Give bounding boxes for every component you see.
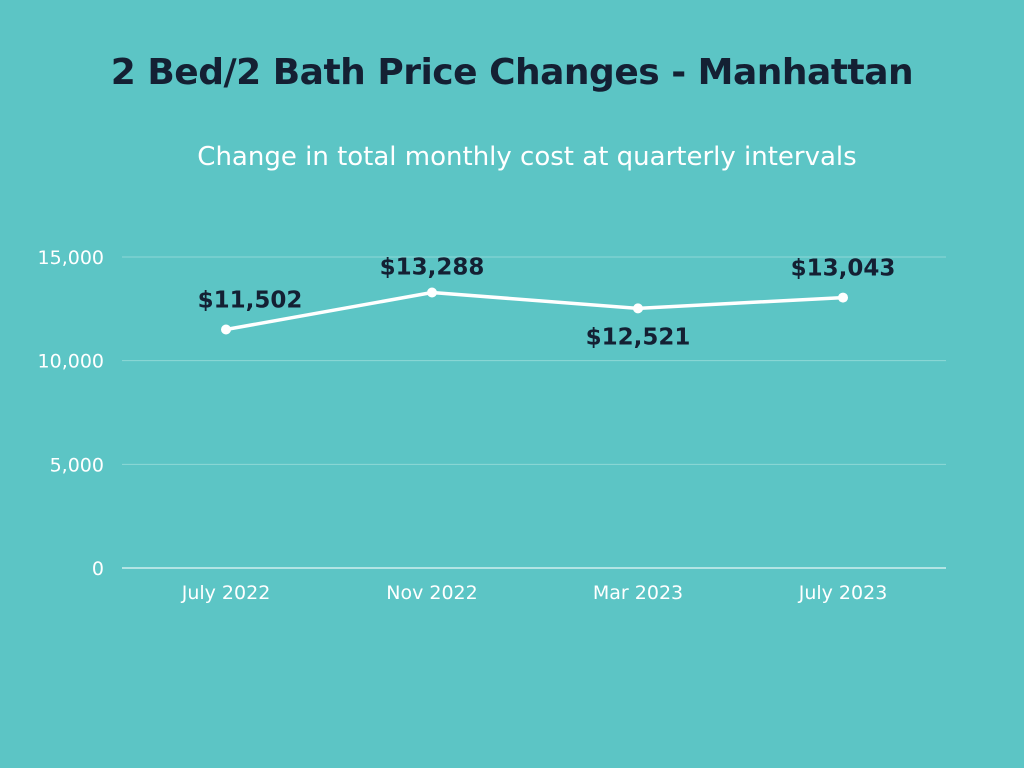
gridlines <box>122 256 946 569</box>
x-tick-label: Nov 2022 <box>386 582 477 604</box>
x-axis-ticks: July 2022 Nov 2022 Mar 2023 July 2023 <box>181 582 888 604</box>
data-point <box>427 287 437 298</box>
x-tick-label: July 2022 <box>181 582 271 604</box>
series-layer <box>221 287 848 335</box>
data-point <box>838 292 848 303</box>
y-tick-label: 5,000 <box>50 454 104 476</box>
x-tick-label: July 2023 <box>798 582 888 604</box>
data-labels: $11,502 $13,288 $12,521 $13,043 <box>198 254 896 350</box>
data-point <box>221 324 231 335</box>
y-axis-ticks: 0 5,000 10,000 15,000 <box>38 247 104 580</box>
data-label: $13,043 <box>791 256 896 282</box>
x-tick-label: Mar 2023 <box>593 582 683 604</box>
chart-title: 2 Bed/2 Bath Price Changes - Manhattan <box>110 52 914 93</box>
data-point <box>633 303 643 314</box>
series-line <box>224 290 845 332</box>
y-tick-label: 15,000 <box>38 247 104 269</box>
data-label: $13,288 <box>380 254 485 280</box>
data-label: $11,502 <box>198 288 303 314</box>
y-tick-label: 0 <box>92 558 104 580</box>
data-label: $12,521 <box>586 324 691 350</box>
y-tick-label: 10,000 <box>38 351 104 373</box>
chart-subtitle: Change in total monthly cost at quarterl… <box>197 142 857 172</box>
